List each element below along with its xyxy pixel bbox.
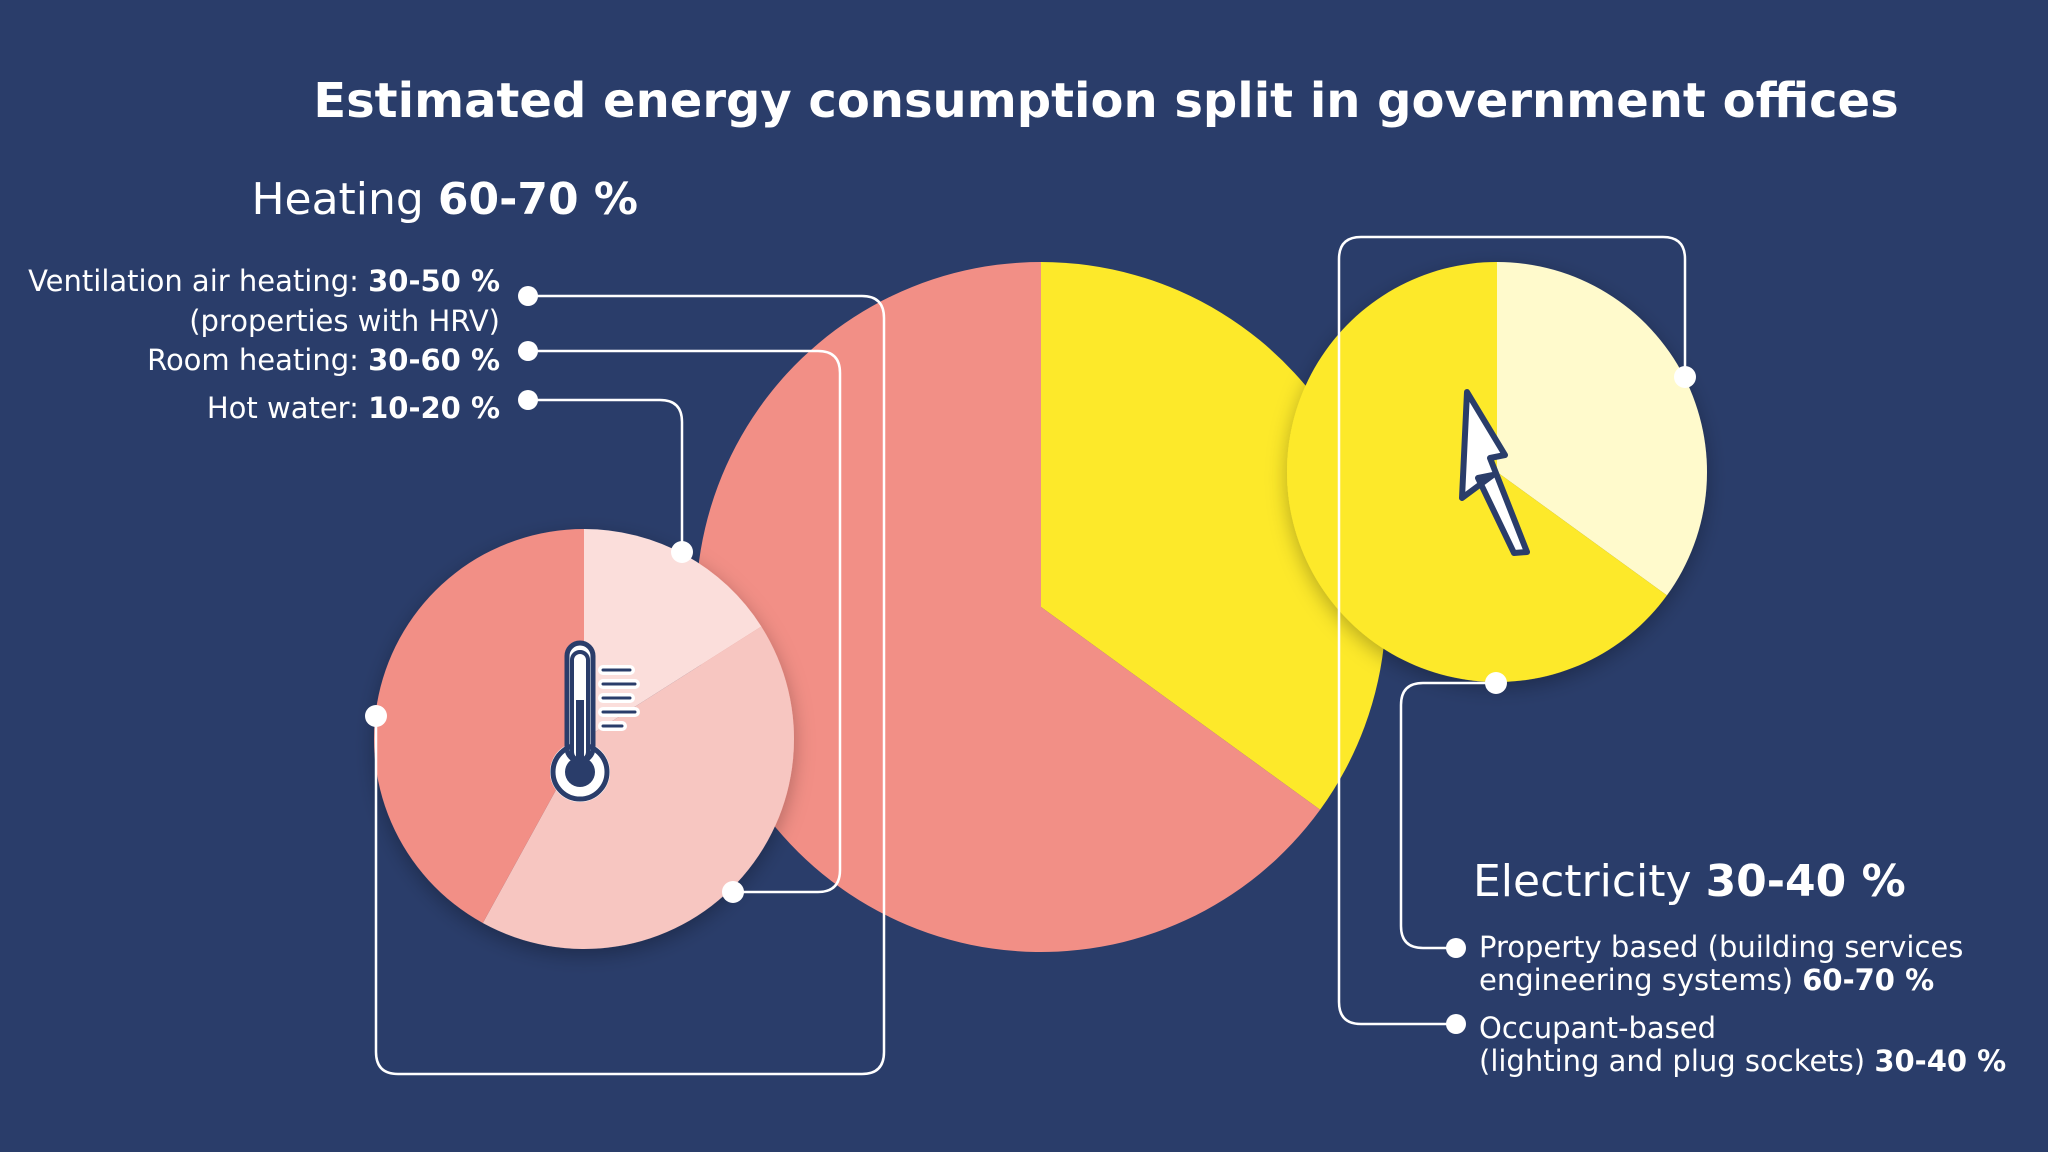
dot-property-slice bbox=[1485, 672, 1507, 694]
chart-title: Estimated energy consumption split in go… bbox=[313, 73, 1898, 129]
ventilation-label: Ventilation air heating: bbox=[28, 264, 359, 298]
electricity-header: Electricity 30-40 % bbox=[1473, 856, 1906, 907]
dot-room-heating-label bbox=[518, 341, 538, 361]
hot-water-value: 10-20 % bbox=[368, 391, 500, 425]
dot-occupant-slice bbox=[1674, 366, 1696, 388]
dot-occupant-label bbox=[1446, 1014, 1466, 1034]
occupant-label-line2: (lighting and plug sockets) bbox=[1479, 1044, 1865, 1078]
occupant-value: 30-40 % bbox=[1874, 1044, 2006, 1078]
property-label-line2: engineering systems) bbox=[1479, 963, 1793, 997]
dot-ventilation-slice bbox=[365, 705, 387, 727]
room-heating-label: Room heating: bbox=[147, 343, 359, 377]
property-line1: Property based (building services bbox=[1479, 930, 1963, 964]
property-line2: engineering systems) 60-70 % bbox=[1479, 963, 1934, 997]
occupant-line2: (lighting and plug sockets) 30-40 % bbox=[1479, 1044, 2006, 1078]
room-heating-value: 30-60 % bbox=[368, 343, 500, 377]
connector-dots bbox=[365, 286, 1696, 1034]
occupant-line1: Occupant-based bbox=[1479, 1011, 1716, 1045]
dot-ventilation-label bbox=[518, 286, 538, 306]
main-pie bbox=[695, 262, 1386, 953]
heating-slice-room-heating bbox=[482, 626, 795, 950]
electricity-value: 30-40 % bbox=[1706, 856, 1906, 907]
electricity-slice-occupant bbox=[1497, 262, 1707, 596]
connector-occupant-based bbox=[1337, 235, 1687, 1026]
heating-value: 60-70 % bbox=[438, 174, 638, 225]
dot-hot-water-label bbox=[518, 390, 538, 410]
heating-header: Heating 60-70 % bbox=[251, 174, 638, 225]
main-slice-electricity bbox=[1041, 262, 1386, 810]
connector-hot-water bbox=[528, 398, 684, 552]
connector-ventilation bbox=[374, 294, 886, 1076]
electricity-label: Electricity bbox=[1473, 856, 1692, 907]
connector-room-heating bbox=[528, 349, 842, 894]
heating-pie bbox=[373, 529, 795, 950]
connector-property-based bbox=[1399, 681, 1496, 950]
hot-water-label: Hot water: bbox=[207, 391, 359, 425]
item-hot-water: Hot water: 10-20 % bbox=[207, 391, 500, 425]
dot-hot-water-slice bbox=[671, 541, 693, 563]
dot-room-heating-slice bbox=[722, 881, 744, 903]
ventilation-note: (properties with HRV) bbox=[189, 304, 500, 338]
thermometer-icon bbox=[550, 640, 640, 802]
item-room-heating: Room heating: 30-60 % bbox=[147, 343, 500, 377]
item-ventilation: Ventilation air heating: 30-50 % bbox=[28, 264, 500, 298]
heating-slice-ventilation bbox=[373, 529, 584, 924]
property-value: 60-70 % bbox=[1802, 963, 1934, 997]
lightning-bolt-icon bbox=[1459, 389, 1530, 556]
heating-label: Heating bbox=[251, 174, 423, 225]
main-slice-heating bbox=[695, 262, 1321, 953]
dot-property-label bbox=[1446, 938, 1466, 958]
connector-lines bbox=[374, 235, 1687, 1076]
ventilation-value: 30-50 % bbox=[368, 264, 500, 298]
